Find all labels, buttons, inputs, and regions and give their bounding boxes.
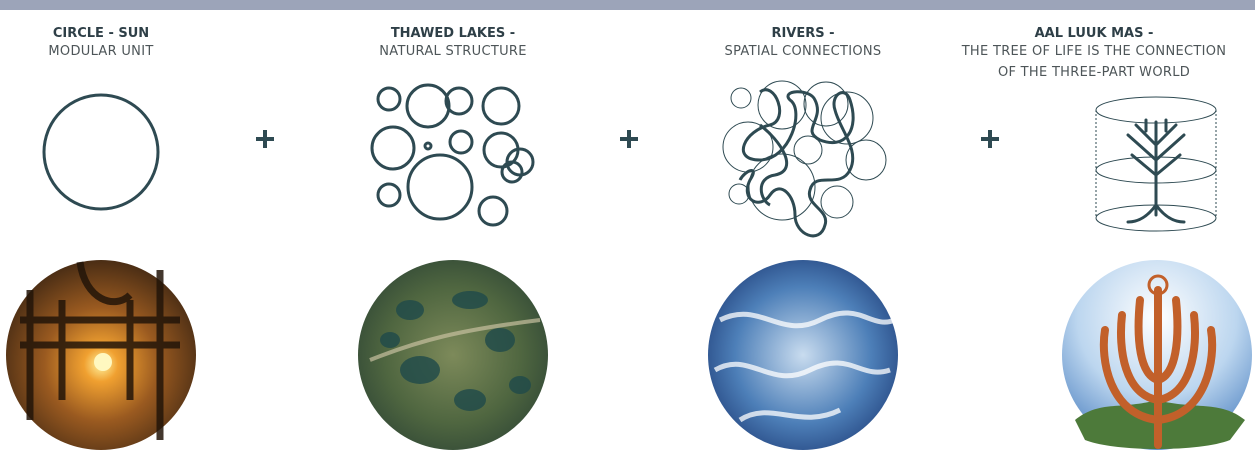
column-subtitle: NATURAL STRUCTURE — [379, 44, 526, 59]
sun-circle-icon — [42, 93, 160, 211]
column-subtitle: OF THE THREE-PART WORLD — [998, 65, 1190, 80]
tree-photo — [1062, 260, 1252, 450]
column-subtitle: SPATIAL CONNECTIONS — [725, 44, 882, 59]
rivers-photo — [708, 260, 898, 450]
rivers-icon — [722, 80, 887, 238]
plus-signs — [256, 130, 999, 148]
column-title: AAL LUUK MAS - — [1035, 26, 1154, 41]
column-subtitle: MODULAR UNIT — [48, 44, 153, 59]
lakes-photo — [358, 260, 548, 450]
column-title: THAWED LAKES - — [391, 26, 515, 41]
column-title: RIVERS - — [771, 26, 834, 41]
column-subtitle: THE TREE OF LIFE IS THE CONNECTION — [961, 44, 1227, 59]
top-bar — [0, 0, 1255, 10]
sun-photo — [6, 260, 196, 450]
tree-icon — [1095, 96, 1217, 232]
column-title: CIRCLE - SUN — [53, 26, 149, 41]
lakes-icon — [370, 83, 535, 227]
